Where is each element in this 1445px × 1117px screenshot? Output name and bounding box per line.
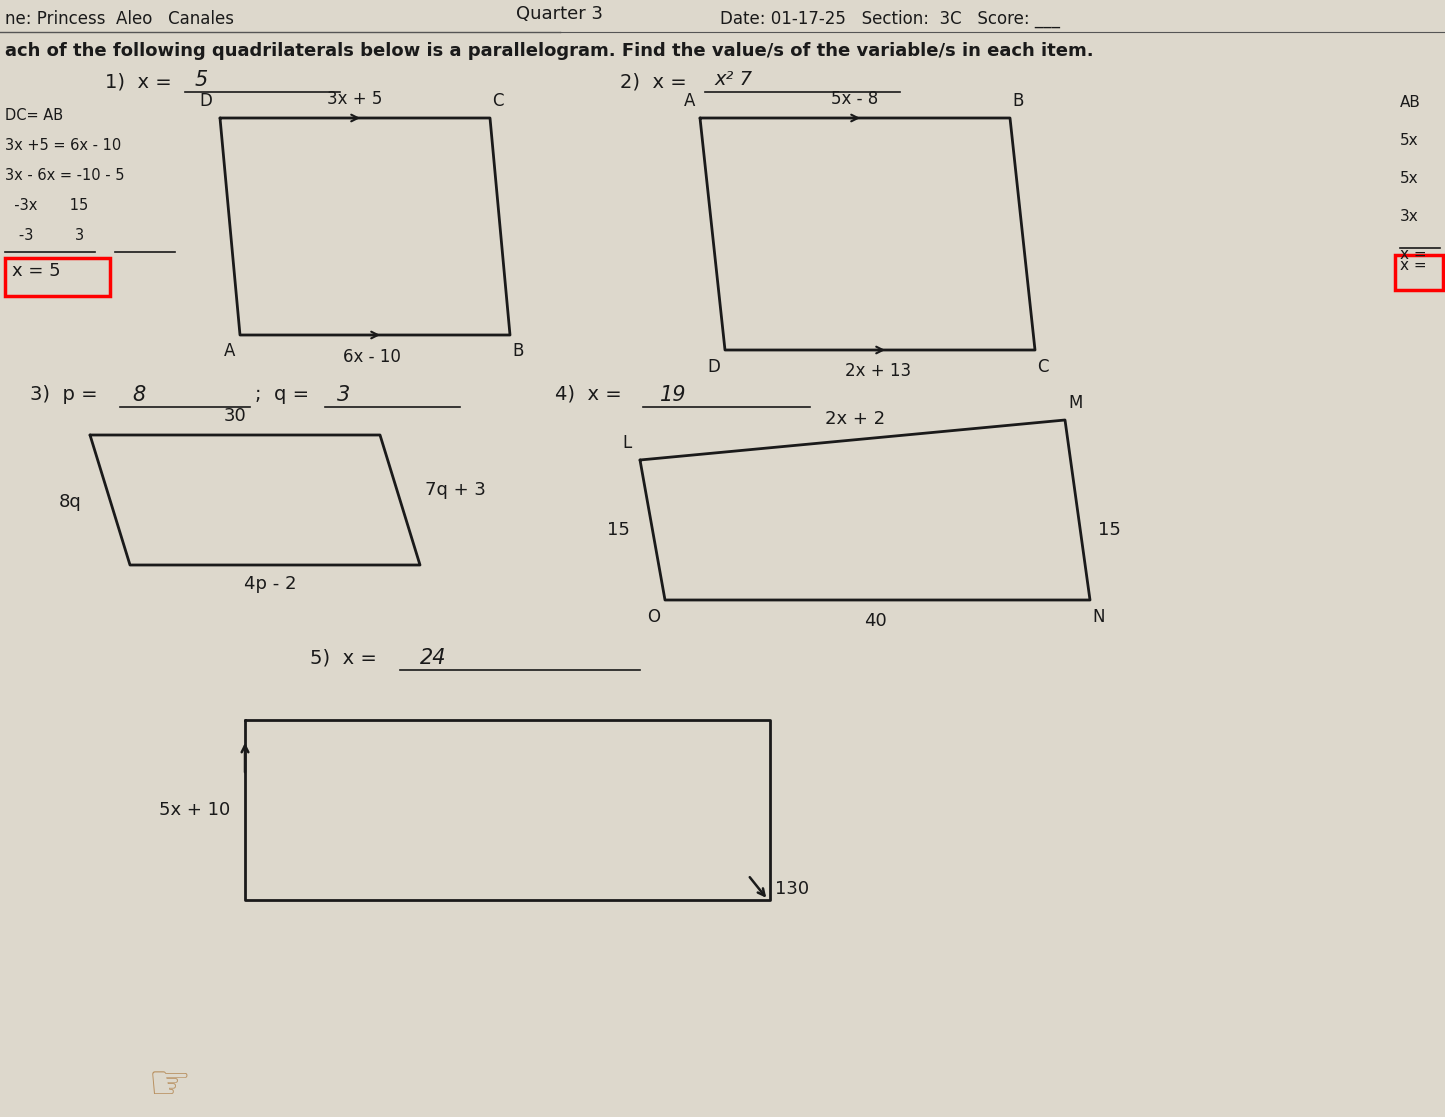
Text: 24: 24 — [420, 648, 447, 668]
Text: O: O — [647, 608, 660, 626]
Text: 3: 3 — [337, 385, 350, 405]
Text: B: B — [512, 342, 523, 360]
Text: 5x + 10: 5x + 10 — [159, 801, 230, 819]
Text: 5: 5 — [195, 70, 208, 90]
Text: 7q + 3: 7q + 3 — [425, 481, 486, 499]
Text: ne: Princess  Aleo   Canales: ne: Princess Aleo Canales — [4, 10, 234, 28]
Text: A: A — [224, 342, 236, 360]
Text: 3x: 3x — [1400, 209, 1419, 225]
Text: x =: x = — [1400, 258, 1426, 273]
Text: ☞: ☞ — [149, 1061, 192, 1109]
Text: 3x +5 = 6x - 10: 3x +5 = 6x - 10 — [4, 139, 121, 153]
Text: 30: 30 — [224, 407, 247, 424]
Text: x =: x = — [1400, 247, 1426, 262]
Text: x² 7: x² 7 — [715, 70, 753, 89]
Text: 5)  x =: 5) x = — [311, 648, 377, 667]
Text: Date: 01-17-25   Section:  3C   Score: ___: Date: 01-17-25 Section: 3C Score: ___ — [720, 10, 1061, 28]
Text: 40: 40 — [864, 612, 886, 630]
Text: L: L — [623, 435, 631, 452]
Text: D: D — [199, 92, 212, 109]
Text: 6x - 10: 6x - 10 — [342, 349, 400, 366]
Text: ;  q =: ; q = — [254, 385, 309, 404]
Text: 3x - 6x = -10 - 5: 3x - 6x = -10 - 5 — [4, 168, 124, 183]
Text: 5x - 8: 5x - 8 — [831, 90, 879, 108]
Bar — [1394, 255, 1444, 290]
Text: M: M — [1068, 394, 1082, 412]
Text: 2x + 13: 2x + 13 — [845, 362, 910, 380]
Text: 8q: 8q — [59, 493, 82, 510]
Text: 2)  x =: 2) x = — [620, 71, 686, 90]
Text: 15: 15 — [607, 521, 630, 540]
Text: 130: 130 — [775, 880, 809, 898]
Text: Quarter 3: Quarter 3 — [516, 4, 604, 23]
Text: C: C — [1038, 359, 1049, 376]
Text: B: B — [1011, 92, 1023, 109]
Text: 19: 19 — [660, 385, 686, 405]
Text: N: N — [1092, 608, 1104, 626]
Text: 2x + 2: 2x + 2 — [825, 410, 884, 428]
Text: 5x: 5x — [1400, 133, 1419, 147]
Text: 3)  p =: 3) p = — [30, 385, 98, 404]
Text: -3x       15: -3x 15 — [4, 198, 88, 213]
Bar — [4, 258, 110, 296]
Text: -3         3: -3 3 — [4, 228, 84, 244]
Text: 4)  x =: 4) x = — [555, 385, 621, 404]
Text: C: C — [491, 92, 503, 109]
Text: 3x + 5: 3x + 5 — [328, 90, 383, 108]
Text: DC= AB: DC= AB — [4, 108, 64, 123]
Text: ach of the following quadrilaterals below is a parallelogram. Find the value/s o: ach of the following quadrilaterals belo… — [4, 42, 1094, 60]
Text: A: A — [683, 92, 695, 109]
Text: 1)  x =: 1) x = — [105, 71, 172, 90]
Text: 15: 15 — [1098, 521, 1121, 540]
Text: 8: 8 — [131, 385, 146, 405]
Text: 4p - 2: 4p - 2 — [244, 575, 296, 593]
Text: D: D — [707, 359, 720, 376]
Text: x = 5: x = 5 — [12, 262, 61, 280]
Text: 5x: 5x — [1400, 171, 1419, 187]
Text: AB: AB — [1400, 95, 1420, 109]
